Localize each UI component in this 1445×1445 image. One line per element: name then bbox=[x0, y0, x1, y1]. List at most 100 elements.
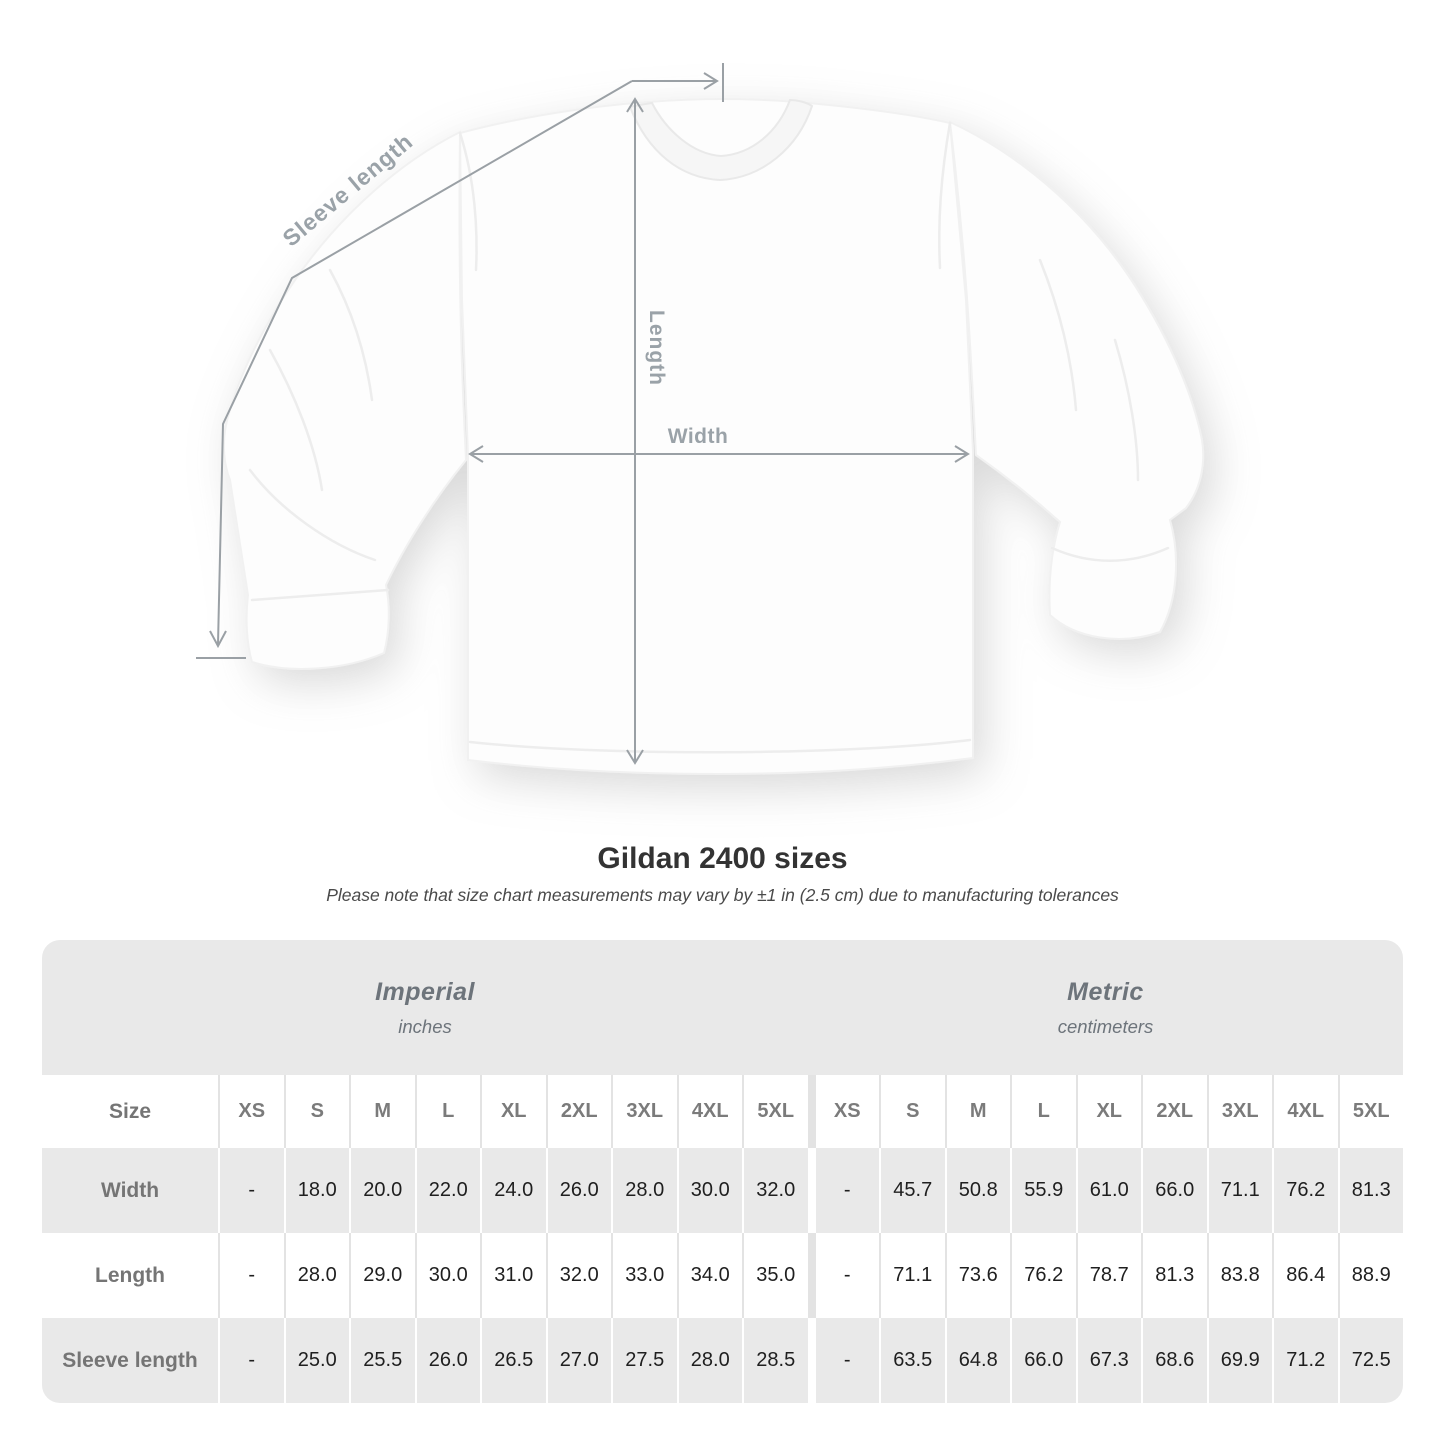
value-cell: 55.9 bbox=[1012, 1148, 1076, 1233]
table-row-width: Width - 18.0 20.0 22.0 24.0 26.0 28.0 30… bbox=[42, 1148, 1403, 1233]
value-cell: - bbox=[220, 1318, 284, 1403]
value-cell: 69.9 bbox=[1208, 1318, 1272, 1403]
sleeve-length-arrow bbox=[196, 63, 724, 659]
value-cell: 30.0 bbox=[416, 1233, 480, 1318]
value-cell: - bbox=[815, 1148, 879, 1233]
table-row-length: Length - 28.0 29.0 30.0 31.0 32.0 33.0 3… bbox=[42, 1233, 1403, 1318]
value-cell: 22.0 bbox=[416, 1148, 480, 1233]
value-cell: 81.3 bbox=[1339, 1148, 1403, 1233]
value-cell: 76.2 bbox=[1274, 1148, 1338, 1233]
value-cell: 64.8 bbox=[946, 1318, 1010, 1403]
value-cell: 67.3 bbox=[1077, 1318, 1141, 1403]
value-cell: 45.7 bbox=[881, 1148, 945, 1233]
value-cell: 25.0 bbox=[285, 1318, 349, 1403]
value-cell: 88.9 bbox=[1339, 1233, 1403, 1318]
shirt-right-sleeve bbox=[948, 120, 1205, 640]
width-arrow bbox=[468, 445, 970, 463]
size-col-header: 5XL bbox=[1339, 1075, 1403, 1148]
size-col-header: 4XL bbox=[678, 1075, 742, 1148]
value-cell: - bbox=[815, 1233, 879, 1318]
size-col-header: XS bbox=[815, 1075, 879, 1148]
size-col-header: 3XL bbox=[1208, 1075, 1272, 1148]
value-cell: 81.3 bbox=[1143, 1233, 1207, 1318]
value-cell: - bbox=[220, 1148, 284, 1233]
value-cell: 71.1 bbox=[1208, 1148, 1272, 1233]
value-cell: 28.0 bbox=[613, 1148, 677, 1233]
length-arrow bbox=[626, 97, 644, 765]
value-cell: 61.0 bbox=[1077, 1148, 1141, 1233]
value-cell: 83.8 bbox=[1208, 1233, 1272, 1318]
value-cell: 71.2 bbox=[1274, 1318, 1338, 1403]
imperial-unit: inches bbox=[398, 1015, 452, 1037]
value-cell: 26.0 bbox=[547, 1148, 611, 1233]
unit-divider bbox=[810, 1318, 814, 1403]
value-cell: 26.5 bbox=[482, 1318, 546, 1403]
value-cell: - bbox=[220, 1233, 284, 1318]
value-cell: 28.0 bbox=[678, 1318, 742, 1403]
value-cell: 66.0 bbox=[1143, 1148, 1207, 1233]
shirt-collar bbox=[628, 98, 814, 182]
value-cell: 71.1 bbox=[881, 1233, 945, 1318]
value-cell: 34.0 bbox=[678, 1233, 742, 1318]
value-cell: 35.0 bbox=[744, 1233, 808, 1318]
metric-unit: centimeters bbox=[1057, 1015, 1154, 1037]
size-col-header: L bbox=[1012, 1075, 1076, 1148]
value-cell: 33.0 bbox=[613, 1233, 677, 1318]
page-title: Gildan 2400 sizes bbox=[597, 842, 848, 875]
value-cell: 27.0 bbox=[547, 1318, 611, 1403]
value-cell: 28.5 bbox=[744, 1318, 808, 1403]
value-cell: 24.0 bbox=[482, 1148, 546, 1233]
shirt-left-sleeve bbox=[222, 130, 468, 670]
row-label: Width bbox=[42, 1148, 218, 1233]
shirt-crease-lines bbox=[248, 121, 1170, 754]
tolerance-note: Please note that size chart measurements… bbox=[326, 885, 1119, 905]
size-col-header: 2XL bbox=[1143, 1075, 1207, 1148]
size-col-header: S bbox=[881, 1075, 945, 1148]
size-table: Imperial inches Metric centimeters Size … bbox=[42, 940, 1403, 1403]
row-label: Sleeve length bbox=[42, 1318, 218, 1403]
size-col-header: 4XL bbox=[1274, 1075, 1338, 1148]
heading: Gildan 2400 sizes Please note that size … bbox=[0, 842, 1445, 906]
length-label: Length bbox=[645, 310, 668, 386]
value-cell: 73.6 bbox=[946, 1233, 1010, 1318]
imperial-band: Imperial inches bbox=[42, 940, 808, 1075]
size-header-row: Size XS S M L XL 2XL 3XL 4XL 5XL XS S M … bbox=[42, 1075, 1403, 1148]
shirt-illustration bbox=[196, 63, 1205, 776]
unit-divider bbox=[810, 1075, 814, 1148]
size-col-header: 3XL bbox=[613, 1075, 677, 1148]
value-cell: 28.0 bbox=[285, 1233, 349, 1318]
size-header-label: Size bbox=[42, 1075, 218, 1148]
shirt-body-group bbox=[222, 98, 1205, 776]
value-cell: 68.6 bbox=[1143, 1318, 1207, 1403]
value-cell: 72.5 bbox=[1339, 1318, 1403, 1403]
size-col-header: XL bbox=[1077, 1075, 1141, 1148]
size-col-header: M bbox=[351, 1075, 415, 1148]
size-col-header: L bbox=[416, 1075, 480, 1148]
value-cell: - bbox=[815, 1318, 879, 1403]
value-cell: 31.0 bbox=[482, 1233, 546, 1318]
value-cell: 26.0 bbox=[416, 1318, 480, 1403]
value-cell: 25.5 bbox=[351, 1318, 415, 1403]
value-cell: 29.0 bbox=[351, 1233, 415, 1318]
row-label: Length bbox=[42, 1233, 218, 1318]
size-col-header: 2XL bbox=[547, 1075, 611, 1148]
measurement-lines bbox=[196, 63, 970, 765]
value-cell: 50.8 bbox=[946, 1148, 1010, 1233]
value-cell: 32.0 bbox=[744, 1148, 808, 1233]
metric-title: Metric bbox=[1067, 977, 1144, 1006]
table-row-sleeve-length: Sleeve length - 25.0 25.5 26.0 26.5 27.0… bbox=[42, 1318, 1403, 1403]
value-cell: 32.0 bbox=[547, 1233, 611, 1318]
unit-divider bbox=[810, 1148, 814, 1233]
unit-band: Imperial inches Metric centimeters bbox=[42, 940, 1403, 1075]
metric-band: Metric centimeters bbox=[808, 940, 1403, 1075]
size-col-header: XS bbox=[220, 1075, 284, 1148]
value-cell: 18.0 bbox=[285, 1148, 349, 1233]
value-cell: 66.0 bbox=[1012, 1318, 1076, 1403]
imperial-title: Imperial bbox=[375, 977, 475, 1006]
value-cell: 20.0 bbox=[351, 1148, 415, 1233]
value-cell: 86.4 bbox=[1274, 1233, 1338, 1318]
size-col-header: M bbox=[946, 1075, 1010, 1148]
value-cell: 63.5 bbox=[881, 1318, 945, 1403]
shirt-torso bbox=[458, 98, 974, 776]
